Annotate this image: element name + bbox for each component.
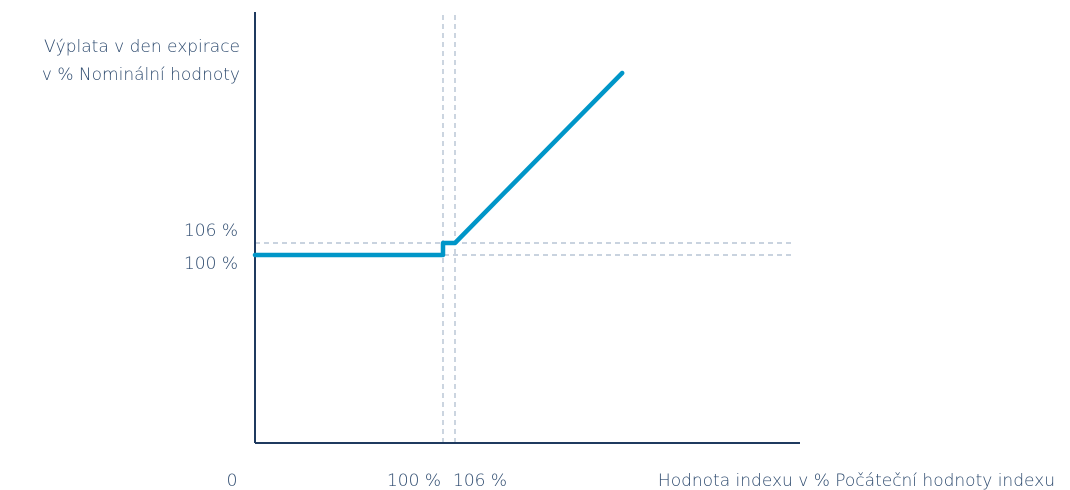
series <box>252 70 625 258</box>
x-axis-label: Hodnota indexu v % Počáteční hodnoty ind… <box>658 471 1055 490</box>
y-tick-labels: 106 % 100 % <box>184 221 238 274</box>
x-tick-labels: 0 100 % 106 % <box>227 471 507 490</box>
y-tick-label: 106 % <box>184 221 238 241</box>
y-axis-label-line-2: v % Nominální hodnoty <box>42 65 240 85</box>
payoff-line <box>252 70 625 258</box>
axes <box>254 12 800 444</box>
y-axis-label-line-1: Výplata v den expirace <box>44 37 240 57</box>
x-tick-label: 0 <box>227 471 238 490</box>
x-tick-label: 100 % <box>387 471 441 490</box>
reference-lines <box>255 15 792 443</box>
y-tick-label: 100 % <box>184 254 238 274</box>
x-tick-label: 106 % <box>453 471 507 490</box>
